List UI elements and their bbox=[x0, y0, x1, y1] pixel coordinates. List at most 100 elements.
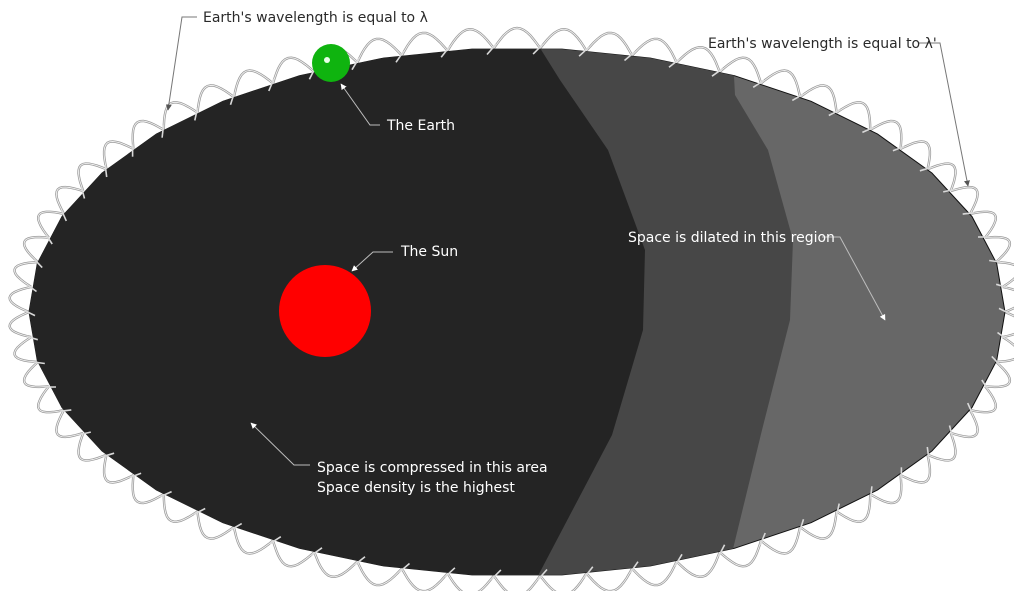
wave-strand bbox=[674, 553, 683, 567]
wave-coil bbox=[539, 572, 588, 591]
wave-strand bbox=[919, 166, 932, 172]
wave-strand bbox=[79, 431, 91, 436]
wave-coil-highlight bbox=[233, 70, 274, 98]
compressed-label-line1: Space is compressed in this area bbox=[317, 460, 548, 476]
wave-coil-highlight bbox=[900, 454, 931, 483]
wave-coil bbox=[446, 572, 495, 591]
wave-strand bbox=[966, 402, 974, 415]
sun-icon bbox=[279, 265, 371, 357]
wave-coil-highlight bbox=[401, 32, 448, 56]
wave-strand bbox=[129, 472, 142, 479]
wave-strand bbox=[486, 43, 497, 56]
orbit-wave-strands bbox=[24, 43, 1010, 581]
wave-coil-highlight bbox=[163, 101, 198, 130]
wave-coil-highlight bbox=[985, 361, 1011, 388]
wave-strand bbox=[828, 108, 841, 117]
left-wavelength-label: Earth's wavelength is equal to λ bbox=[203, 10, 428, 26]
wave-strand bbox=[444, 567, 456, 578]
wave-coil-highlight bbox=[1002, 311, 1014, 338]
earth-leader bbox=[340, 83, 380, 126]
wave-coil-highlight bbox=[1002, 286, 1014, 313]
wave-strand bbox=[395, 50, 405, 63]
wave-strand bbox=[892, 145, 905, 152]
earth-icon bbox=[312, 44, 350, 82]
wave-coil-highlight bbox=[719, 540, 762, 567]
wave-coil-highlight bbox=[272, 57, 315, 84]
wave-strand bbox=[59, 409, 72, 413]
wave-strand bbox=[268, 78, 275, 92]
wave-coil-highlight bbox=[760, 526, 801, 554]
wave-strand bbox=[194, 107, 199, 121]
wave-strand bbox=[998, 307, 1010, 315]
wave-strand bbox=[759, 532, 766, 546]
wave-strand bbox=[80, 186, 86, 199]
dilated-leader bbox=[822, 236, 886, 321]
wave-coil-highlight bbox=[869, 475, 902, 504]
wave-strand bbox=[26, 335, 39, 341]
wave-strand bbox=[862, 126, 875, 134]
wave-strand bbox=[869, 486, 873, 499]
wave-coil-highlight bbox=[447, 573, 495, 591]
wave-coil-highlight bbox=[927, 432, 956, 461]
wave-strand bbox=[193, 507, 206, 516]
wave-strand bbox=[45, 234, 53, 245]
wave-coil-highlight bbox=[539, 573, 587, 591]
wave-strand bbox=[354, 556, 366, 566]
wave-strand bbox=[991, 355, 1001, 366]
wave-strand bbox=[440, 46, 451, 58]
wave-strand bbox=[490, 569, 502, 581]
wave-strand bbox=[310, 547, 323, 557]
wave-coil-highlight bbox=[14, 336, 38, 363]
right-wavelength-leader bbox=[918, 42, 970, 187]
wave-coil-highlight bbox=[719, 57, 762, 84]
wave-strand bbox=[791, 93, 804, 102]
wave-coil-highlight bbox=[163, 494, 198, 523]
wave-strand bbox=[668, 58, 680, 68]
wave-strand bbox=[995, 283, 1008, 289]
wave-coil-highlight bbox=[55, 409, 84, 438]
wave-coil-highlight bbox=[950, 409, 979, 438]
sun-leader bbox=[351, 251, 393, 272]
wave-coil-highlight bbox=[969, 211, 997, 238]
wave-coil-highlight bbox=[927, 163, 956, 192]
wave-strand bbox=[948, 425, 954, 438]
wave-coil-highlight bbox=[9, 311, 32, 338]
wave-coil-highlight bbox=[132, 475, 165, 504]
wave-coil-highlight bbox=[313, 551, 358, 578]
wave-coil-highlight bbox=[132, 120, 165, 149]
wave-coil-highlight bbox=[836, 494, 871, 523]
wave-coil-highlight bbox=[447, 28, 495, 51]
orbit-wave-coils bbox=[8, 26, 1014, 591]
wave-coil-highlight bbox=[493, 27, 541, 49]
sun-label: The Sun bbox=[400, 244, 458, 260]
wave-strand bbox=[102, 452, 115, 458]
earth-label: The Earth bbox=[386, 118, 455, 134]
wave-coil-highlight bbox=[401, 568, 448, 591]
wave-strand bbox=[981, 379, 989, 390]
wave-strand bbox=[398, 562, 411, 573]
wave-coil-highlight bbox=[9, 286, 32, 313]
earth-highlight bbox=[324, 57, 330, 63]
wave-coil-highlight bbox=[356, 38, 403, 63]
wave-coil-highlight bbox=[55, 186, 84, 215]
wave-coil-highlight bbox=[37, 211, 65, 238]
wave-coil-highlight bbox=[996, 261, 1014, 288]
wave-coil-highlight bbox=[996, 336, 1014, 363]
wave-strand bbox=[752, 79, 765, 88]
wave-coil-highlight bbox=[631, 561, 678, 586]
wave-strand bbox=[104, 164, 108, 178]
wave-coil-highlight bbox=[493, 575, 541, 591]
wave-coil-highlight bbox=[23, 236, 49, 263]
wave-strand bbox=[230, 522, 243, 531]
wave-strand bbox=[537, 568, 548, 581]
wave-strand bbox=[943, 188, 955, 193]
left-wavelength-leader bbox=[165, 16, 197, 111]
wave-strand bbox=[711, 67, 724, 77]
wave-strand bbox=[60, 209, 68, 222]
wave-coil bbox=[492, 26, 542, 49]
wave-strand bbox=[578, 46, 590, 57]
wave-strand bbox=[926, 446, 930, 460]
wave-strand bbox=[269, 536, 282, 545]
wave-coil-highlight bbox=[78, 163, 107, 192]
